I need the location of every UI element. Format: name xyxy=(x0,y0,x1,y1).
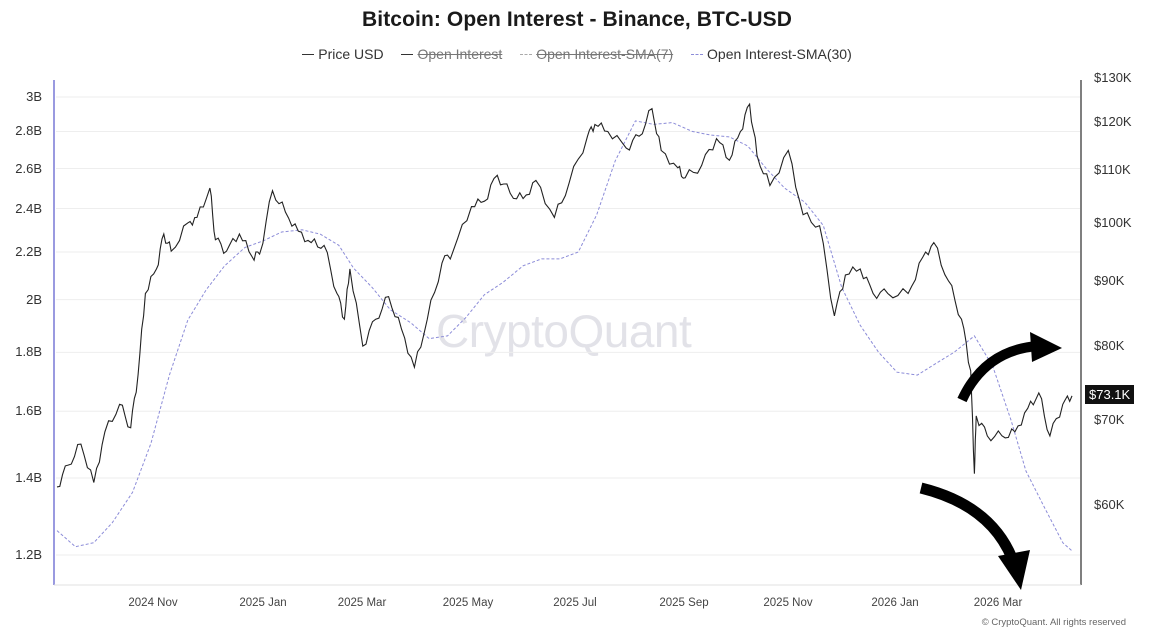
current-price-badge: $73.1K xyxy=(1085,385,1135,404)
y-left-tick: 3B xyxy=(26,89,42,104)
y-right-tick: $90K xyxy=(1094,273,1125,289)
legend-item-open-interest[interactable]: Open Interest xyxy=(401,46,502,62)
legend-label: Open Interest-SMA(7) xyxy=(536,46,674,62)
y-left-tick: 1.4B xyxy=(15,469,42,485)
oi-sma30-line xyxy=(56,120,1073,552)
price-line xyxy=(56,102,1073,488)
legend-label: Open Interest xyxy=(417,46,503,62)
x-tick: 2025 Sep xyxy=(659,597,709,609)
y-left-tick: 2.2B xyxy=(15,244,42,260)
x-tick: 2026 Mar xyxy=(973,597,1023,609)
legend-label: Open Interest-SMA(30) xyxy=(707,46,852,62)
y-right-tick: $130K xyxy=(1094,70,1132,85)
y-left-tick: 2.6B xyxy=(15,160,42,176)
y-right-tick: $70K xyxy=(1094,411,1125,427)
x-tick: 2025 Nov xyxy=(763,597,813,609)
y-left-tick: 2.8B xyxy=(15,123,42,139)
legend-item-oi-sma7[interactable]: Open Interest-SMA(7) xyxy=(520,46,673,62)
up-right-arrow-icon xyxy=(957,332,1062,403)
legend-label: Price USD xyxy=(318,46,384,62)
y-right-tick: $110K xyxy=(1094,162,1131,178)
y-left-tick: 1.2B xyxy=(15,547,42,562)
solid-line-swatch-icon xyxy=(302,53,315,55)
dashed-line-swatch-icon xyxy=(691,53,704,55)
dashed-line-swatch-icon xyxy=(520,53,533,55)
x-tick: 2025 Mar xyxy=(337,597,387,609)
legend: Price USD Open Interest Open Interest-SM… xyxy=(0,46,1154,62)
y-left-tick: 1.8B xyxy=(15,344,42,360)
x-tick: 2025 Jan xyxy=(239,597,287,609)
y-left-tick: 1.6B xyxy=(15,403,42,419)
solid-line-swatch-icon xyxy=(401,53,414,55)
down-right-arrow-icon xyxy=(919,482,1030,590)
gridlines xyxy=(56,96,1080,556)
watermark: CryptoQuant xyxy=(436,305,692,357)
y-right-tick: $80K xyxy=(1094,338,1125,354)
y-left-tick: 2B xyxy=(26,291,42,307)
x-tick: 2025 May xyxy=(442,597,494,609)
y-right-tick: $100K xyxy=(1094,214,1132,230)
x-tick: 2025 Jul xyxy=(553,597,597,609)
y-right-tick: $120K xyxy=(1094,114,1132,130)
legend-item-price[interactable]: Price USD xyxy=(302,46,384,62)
legend-item-oi-sma30[interactable]: Open Interest-SMA(30) xyxy=(691,46,852,62)
chart-title: Bitcoin: Open Interest - Binance, BTC-US… xyxy=(362,8,792,31)
x-tick: 2024 Nov xyxy=(128,597,178,609)
y-left-tick: 2.4B xyxy=(15,200,42,216)
copyright: © CryptoQuant. All rights reserved xyxy=(981,617,1126,628)
y-right-tick: $60K xyxy=(1094,497,1125,512)
x-tick: 2026 Jan xyxy=(871,597,919,609)
